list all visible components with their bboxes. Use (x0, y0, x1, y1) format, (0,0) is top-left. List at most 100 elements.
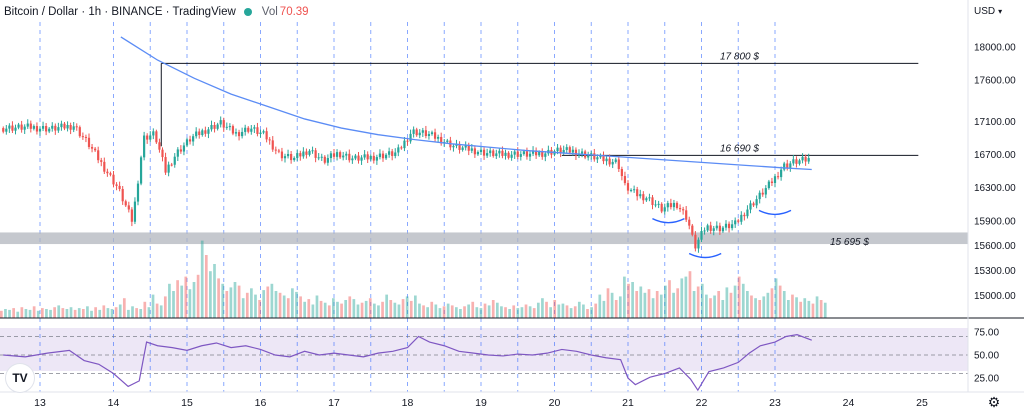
candle-body (210, 124, 213, 130)
candle-body (455, 144, 458, 146)
time-tick-label: 17 (328, 397, 340, 409)
time-tick-label: 22 (696, 397, 708, 409)
candle-body (323, 156, 326, 163)
candle-body (360, 157, 363, 161)
candle-body (378, 153, 382, 158)
candle-body (314, 150, 317, 158)
currency-selector[interactable]: USD ▾ (974, 3, 1002, 19)
candle-body (783, 163, 786, 170)
volume-bar (483, 303, 487, 318)
candle-body (602, 155, 605, 162)
candle-body (115, 184, 118, 186)
logo-text: TV (12, 371, 28, 385)
time-tick-label: 16 (255, 397, 267, 409)
candle-body (391, 151, 394, 156)
candle-body (332, 153, 336, 157)
volume-bar (131, 306, 134, 318)
candle-body (225, 126, 228, 128)
volume-bar (553, 300, 557, 318)
candle-body (403, 140, 406, 149)
volume-bar (176, 280, 179, 318)
candle-body (626, 183, 630, 191)
volume-bar (598, 294, 602, 318)
volume-bar (397, 304, 401, 318)
volume-bar (643, 292, 647, 318)
price-tick-label: 16700.00 (974, 150, 1016, 161)
candle-body (418, 132, 421, 136)
rsi-tick-label: 75.00 (974, 327, 999, 338)
candle-body (776, 176, 780, 178)
candle-body (213, 124, 216, 129)
volume-bar (352, 299, 356, 318)
candle-body (81, 136, 84, 138)
volume-bar (680, 278, 684, 318)
volume-bar (356, 304, 360, 318)
candle-body (280, 151, 284, 159)
candle-body (525, 151, 529, 157)
volume-bar (139, 309, 143, 318)
candle-body (752, 203, 755, 206)
candle-body (109, 173, 112, 175)
volume-bar (237, 285, 241, 318)
candle-body (724, 223, 728, 228)
candle-body (807, 158, 810, 162)
candle-body (329, 153, 333, 159)
candle-body (161, 149, 164, 158)
volume-bar (791, 294, 794, 318)
candle-body (452, 145, 455, 148)
candle-body (611, 161, 614, 165)
volume-bar (213, 264, 216, 318)
candle-body (397, 147, 400, 153)
volume-bar (487, 305, 491, 318)
candle-body (510, 154, 513, 158)
candle-body (94, 148, 97, 151)
volume-bar (782, 291, 786, 318)
candle-body (23, 126, 26, 130)
volume-bar (418, 303, 421, 318)
candle-body (182, 145, 186, 152)
tradingview-logo[interactable]: TV (6, 364, 34, 392)
candle-body (789, 163, 792, 168)
candle-body (192, 136, 195, 142)
candle-body (605, 158, 608, 162)
volume-bar (709, 298, 712, 318)
candle-body (424, 130, 427, 136)
volume-bar (627, 283, 630, 318)
candle-body (639, 194, 642, 197)
candle-body (354, 155, 357, 159)
volume-bar (274, 291, 278, 318)
volume-bar (586, 309, 589, 318)
volume-bar (647, 289, 651, 318)
volume-bar (12, 308, 15, 318)
candle-body (657, 203, 660, 205)
volume-bar (655, 291, 659, 318)
candle-body (265, 131, 268, 140)
candle-body (231, 126, 235, 134)
candle-body (700, 230, 703, 240)
candle-body (311, 150, 314, 152)
volume-bar (774, 278, 778, 318)
candle-body (8, 125, 11, 129)
volume-bar (549, 307, 552, 318)
volume-bar (414, 295, 417, 318)
candle-body (198, 131, 201, 136)
rsi-tick-label: 25.00 (974, 374, 999, 385)
candle-body (682, 209, 685, 211)
candle-body (446, 140, 449, 142)
candle-body (201, 130, 204, 136)
candle-body (256, 127, 259, 135)
volume-bar (229, 287, 233, 318)
candle-body (372, 155, 375, 161)
gear-icon[interactable]: ⚙ (987, 394, 1001, 410)
volume-bar (729, 292, 733, 318)
candle-body (121, 188, 124, 202)
volume-bar (508, 309, 511, 318)
candle-body (170, 164, 173, 166)
candle-body (473, 148, 476, 155)
volume-bar (725, 287, 729, 318)
candle-body (666, 203, 669, 208)
volume-bar (385, 294, 389, 318)
candle-body (703, 230, 706, 232)
volume-bar (45, 309, 48, 318)
